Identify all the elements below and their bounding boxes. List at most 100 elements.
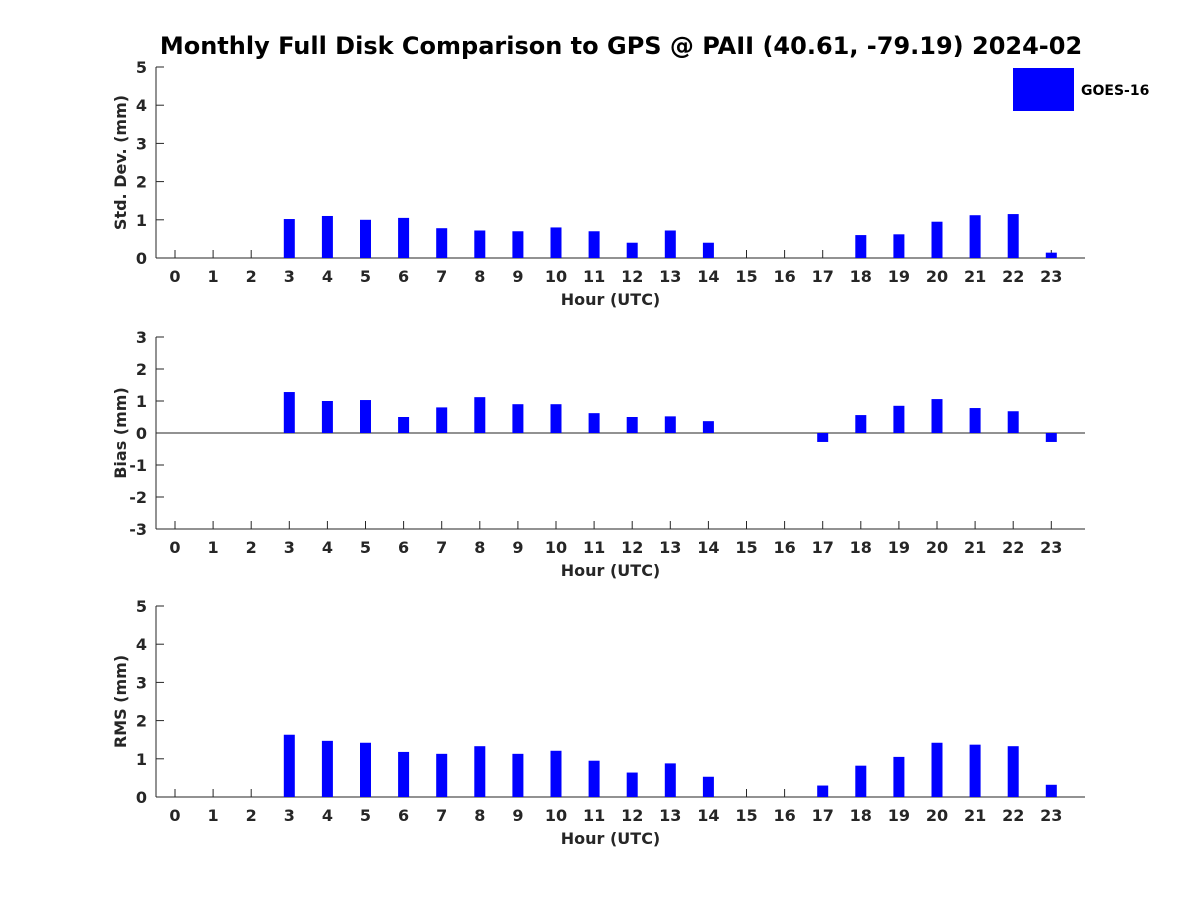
y-tick-label: 2	[136, 360, 147, 379]
y-tick-label: 4	[136, 635, 147, 654]
bar-std-dev-hour-10	[550, 227, 562, 258]
x-axis-label: Hour (UTC)	[561, 829, 661, 848]
x-tick-label: 13	[659, 538, 681, 557]
x-tick-label: 7	[436, 806, 447, 825]
bar-std-dev-hour-8	[474, 230, 486, 258]
x-tick-label: 8	[474, 267, 485, 286]
x-tick-label: 15	[735, 267, 757, 286]
bar-bias-hour-10	[550, 404, 562, 433]
x-tick-label: 9	[512, 806, 523, 825]
x-tick-label: 6	[398, 806, 409, 825]
bar-rms-hour-17	[817, 785, 829, 797]
x-tick-label: 2	[246, 538, 257, 557]
x-tick-label: 9	[512, 267, 523, 286]
bar-std-dev-hour-7	[436, 228, 448, 258]
bar-std-dev-hour-3	[283, 219, 295, 258]
y-axis-label: Bias (mm)	[111, 387, 130, 479]
x-tick-label: 18	[850, 267, 872, 286]
bar-rms-hour-5	[360, 742, 371, 797]
y-tick-label: 2	[136, 712, 147, 731]
x-tick-label: 11	[583, 806, 605, 825]
bar-rms-hour-14	[702, 776, 714, 797]
bar-std-dev-hour-14	[702, 242, 714, 258]
x-tick-label: 17	[812, 267, 834, 286]
bar-rms-hour-8	[474, 746, 486, 797]
x-tick-label: 22	[1002, 267, 1024, 286]
x-tick-label: 7	[436, 538, 447, 557]
x-tick-label: 14	[697, 806, 719, 825]
x-tick-label: 2	[246, 267, 257, 286]
x-tick-label: 10	[545, 538, 567, 557]
x-tick-label: 17	[812, 806, 834, 825]
bar-rms-hour-11	[588, 760, 600, 797]
x-tick-label: 11	[583, 538, 605, 557]
x-tick-label: 23	[1040, 267, 1062, 286]
bar-bias-hour-12	[626, 417, 638, 433]
x-tick-label: 0	[169, 806, 180, 825]
bar-bias-hour-23	[1045, 433, 1057, 442]
bar-bias-hour-14	[702, 421, 714, 433]
x-axis-label: Hour (UTC)	[561, 290, 661, 309]
y-tick-label: -3	[129, 520, 147, 539]
bar-bias-hour-22	[1007, 411, 1019, 433]
bar-bias-hour-20	[931, 399, 943, 433]
bar-rms-hour-4	[321, 740, 333, 797]
bar-bias-hour-4	[321, 401, 333, 433]
x-tick-label: 19	[888, 806, 910, 825]
y-tick-label: 0	[136, 249, 147, 268]
bar-bias-hour-9	[512, 404, 524, 433]
legend-label: GOES-16	[1081, 83, 1149, 99]
x-tick-label: 14	[697, 267, 719, 286]
bar-std-dev-hour-5	[360, 219, 371, 258]
x-tick-label: 20	[926, 806, 948, 825]
x-tick-label: 10	[545, 267, 567, 286]
y-tick-label: -2	[129, 488, 147, 507]
y-tick-label: 1	[136, 211, 147, 230]
x-tick-label: 3	[284, 267, 295, 286]
x-tick-label: 2	[246, 806, 257, 825]
x-tick-label: 1	[208, 267, 219, 286]
x-tick-label: 9	[512, 538, 523, 557]
x-tick-label: 13	[659, 806, 681, 825]
chart-title: Monthly Full Disk Comparison to GPS @ PA…	[160, 32, 1082, 60]
bar-rms-hour-6	[398, 751, 410, 797]
bar-bias-hour-19	[893, 405, 905, 433]
y-tick-label: 1	[136, 392, 147, 411]
x-tick-label: 17	[812, 538, 834, 557]
bar-bias-hour-21	[969, 408, 981, 433]
bar-std-dev-hour-12	[626, 242, 638, 258]
x-tick-label: 21	[964, 538, 986, 557]
x-tick-label: 8	[474, 806, 485, 825]
x-tick-label: 11	[583, 267, 605, 286]
bar-bias-hour-5	[360, 400, 371, 433]
bar-rms-hour-22	[1007, 746, 1019, 797]
bar-std-dev-hour-21	[969, 215, 981, 258]
bar-std-dev-hour-11	[588, 231, 600, 258]
x-tick-label: 5	[360, 806, 371, 825]
y-tick-label: 3	[136, 673, 147, 692]
x-tick-label: 8	[474, 538, 485, 557]
bar-bias-hour-17	[817, 433, 829, 442]
bar-rms-hour-12	[626, 772, 638, 797]
x-tick-label: 5	[360, 538, 371, 557]
x-tick-label: 1	[208, 806, 219, 825]
x-tick-label: 4	[322, 267, 333, 286]
y-tick-label: 5	[136, 58, 147, 77]
x-tick-label: 4	[322, 538, 333, 557]
x-tick-label: 10	[545, 806, 567, 825]
x-tick-label: 16	[773, 267, 795, 286]
x-tick-label: 12	[621, 267, 643, 286]
x-tick-label: 13	[659, 267, 681, 286]
x-tick-label: 14	[697, 538, 719, 557]
y-tick-label: -1	[129, 456, 147, 475]
legend-swatch	[1013, 68, 1074, 111]
bar-rms-hour-13	[664, 763, 676, 797]
x-tick-label: 4	[322, 806, 333, 825]
bar-rms-hour-9	[512, 753, 524, 797]
y-axis-label: Std. Dev. (mm)	[111, 95, 130, 230]
x-tick-label: 3	[284, 806, 295, 825]
bar-std-dev-hour-9	[512, 231, 524, 258]
bar-rms-hour-7	[436, 753, 448, 797]
